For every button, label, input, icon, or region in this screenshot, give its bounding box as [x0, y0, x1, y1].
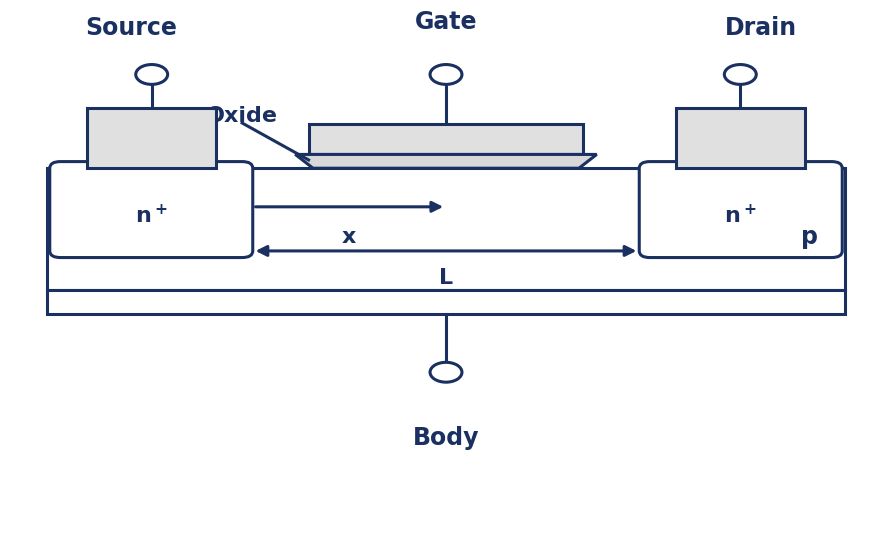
- FancyBboxPatch shape: [50, 162, 252, 257]
- Polygon shape: [295, 154, 597, 168]
- Text: L: L: [439, 268, 453, 289]
- Bar: [47, 290, 845, 314]
- Text: $\mathbf{n^+}$: $\mathbf{n^+}$: [136, 203, 168, 227]
- Text: Gate: Gate: [415, 10, 477, 34]
- Text: x: x: [342, 227, 356, 247]
- FancyBboxPatch shape: [640, 162, 842, 257]
- Bar: [87, 108, 216, 168]
- Circle shape: [430, 362, 462, 382]
- Circle shape: [136, 65, 168, 85]
- Text: Oxide: Oxide: [206, 106, 278, 126]
- Text: Drain: Drain: [724, 16, 797, 40]
- Circle shape: [724, 65, 756, 85]
- Bar: [676, 108, 805, 168]
- Text: Body: Body: [413, 427, 479, 451]
- Text: p: p: [801, 225, 818, 249]
- Text: $\mathbf{n^+}$: $\mathbf{n^+}$: [724, 203, 756, 227]
- Text: Source: Source: [86, 16, 178, 40]
- Circle shape: [430, 65, 462, 85]
- Bar: [309, 124, 583, 154]
- Bar: [47, 168, 845, 290]
